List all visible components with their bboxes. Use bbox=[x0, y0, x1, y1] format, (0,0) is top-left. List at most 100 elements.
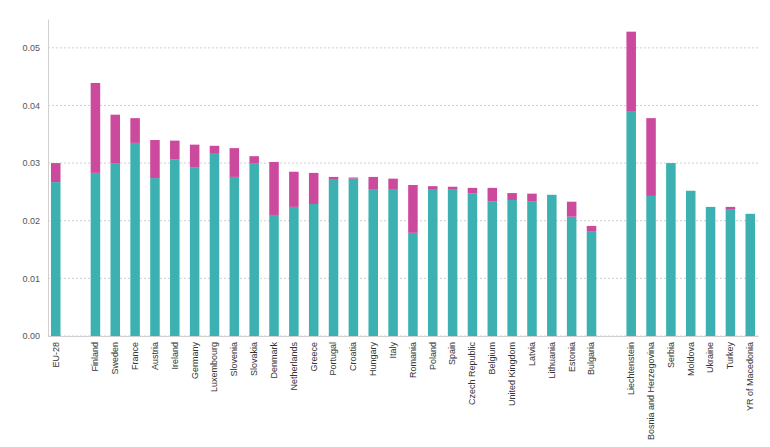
x-tick-label: YR of Macedonia bbox=[745, 342, 755, 411]
x-tick: Portugal bbox=[328, 336, 338, 376]
grid-line bbox=[48, 47, 758, 48]
x-tick-label: Slovakia bbox=[249, 342, 259, 376]
plot-area: 0.00 0.01 0.02 0.03 0.04 0.05 EU-28 Finland Swed… bbox=[22, 20, 758, 441]
y-axis: 0.00 0.01 0.02 0.03 0.04 0.05 bbox=[22, 20, 48, 342]
bar bbox=[686, 190, 696, 191]
x-tick: Turkey bbox=[725, 336, 735, 369]
bar bbox=[249, 156, 259, 163]
x-tick: Sweden bbox=[110, 336, 120, 375]
x-tick-label: Portugal bbox=[328, 342, 338, 376]
bar bbox=[150, 178, 160, 336]
x-axis-line bbox=[49, 336, 759, 337]
x-tick: Hungary bbox=[368, 336, 378, 376]
bar bbox=[468, 194, 478, 336]
x-tick: Serbia bbox=[666, 336, 676, 368]
bar bbox=[388, 179, 398, 189]
bar bbox=[289, 207, 299, 336]
x-tick: Austria bbox=[150, 336, 160, 370]
bar bbox=[190, 145, 200, 168]
bar bbox=[289, 172, 299, 207]
bar bbox=[686, 191, 696, 336]
bar bbox=[646, 118, 656, 196]
series bbox=[51, 32, 735, 233]
bar bbox=[488, 201, 498, 336]
x-tick: United Kingdom bbox=[507, 336, 517, 406]
x-tick-label: Romania bbox=[408, 342, 418, 378]
x-tick: Ukraine bbox=[705, 336, 715, 373]
y-tick-label: 0.03 bbox=[22, 158, 40, 168]
x-tick: Belgium bbox=[487, 336, 497, 375]
bar bbox=[507, 200, 517, 336]
bar bbox=[745, 214, 755, 336]
bar bbox=[626, 112, 636, 336]
y-tick: 0.02 bbox=[22, 216, 48, 226]
bar bbox=[150, 140, 160, 178]
x-tick: Poland bbox=[428, 336, 438, 370]
y-tick-label: 0.04 bbox=[22, 101, 40, 111]
bar bbox=[587, 226, 597, 231]
bar bbox=[706, 206, 716, 207]
x-tick-label: Moldova bbox=[686, 342, 696, 376]
bar bbox=[428, 189, 438, 336]
bar bbox=[368, 177, 378, 189]
bar bbox=[428, 186, 438, 189]
bar bbox=[646, 196, 656, 336]
x-tick: EU-28 bbox=[51, 336, 61, 368]
x-tick-label: Slovenia bbox=[229, 342, 239, 377]
bar bbox=[726, 207, 736, 210]
x-tick-label: Greece bbox=[309, 342, 319, 372]
x-tick-label: Czech Republic bbox=[467, 342, 477, 406]
x-tick: Germany bbox=[190, 336, 200, 379]
x-tick-label: Finland bbox=[90, 342, 100, 372]
x-tick: Bulgaria bbox=[586, 336, 596, 375]
x-tick: Finland bbox=[90, 336, 100, 372]
bar bbox=[567, 217, 577, 336]
bar bbox=[130, 143, 140, 336]
chart: 0.00 0.01 0.02 0.03 0.04 0.05 EU-28 Finland Swed… bbox=[0, 0, 770, 447]
x-tick: Greece bbox=[309, 336, 319, 372]
bar bbox=[626, 32, 636, 112]
bar bbox=[230, 148, 240, 177]
y-tick: 0.05 bbox=[22, 43, 48, 53]
x-tick: Ireland bbox=[170, 336, 180, 370]
bar bbox=[408, 185, 418, 233]
x-tick: Lithuania bbox=[547, 336, 557, 379]
bar bbox=[230, 177, 240, 336]
y-tick: 0.00 bbox=[22, 331, 48, 341]
bar bbox=[726, 210, 736, 336]
bar bbox=[388, 189, 398, 336]
bar bbox=[51, 163, 61, 182]
y-tick: 0.01 bbox=[22, 274, 48, 284]
x-tick-label: Ireland bbox=[170, 342, 180, 370]
bar bbox=[468, 188, 478, 194]
x-tick: Italy bbox=[388, 336, 398, 359]
bar bbox=[507, 193, 517, 200]
bar bbox=[190, 168, 200, 336]
bar bbox=[249, 163, 259, 336]
x-tick: Liechtenstein bbox=[626, 336, 636, 395]
x-tick: France bbox=[130, 336, 140, 370]
x-tick: Moldova bbox=[686, 336, 696, 376]
bars bbox=[51, 32, 755, 336]
x-tick-label: Austria bbox=[150, 342, 160, 370]
x-tick-label: Serbia bbox=[666, 342, 676, 368]
x-tick: Netherlands bbox=[289, 336, 299, 391]
x-tick-label: Turkey bbox=[725, 342, 735, 370]
y-axis-line bbox=[48, 20, 49, 337]
x-tick-label: France bbox=[130, 342, 140, 370]
bar bbox=[329, 177, 339, 180]
bar bbox=[91, 173, 101, 336]
x-tick-label: Estonia bbox=[567, 342, 577, 372]
bar bbox=[51, 182, 61, 336]
x-tick-label: Sweden bbox=[110, 342, 120, 375]
x-tick-label: EU-28 bbox=[51, 342, 61, 368]
x-tick: Bosnia and Herzegovina bbox=[646, 336, 656, 440]
x-tick-label: United Kingdom bbox=[507, 342, 517, 406]
x-tick-label: Belgium bbox=[487, 342, 497, 375]
x-tick-label: Denmark bbox=[269, 342, 279, 379]
x-tick-label: Poland bbox=[428, 342, 438, 370]
bar bbox=[170, 160, 180, 336]
x-tick: Denmark bbox=[269, 336, 279, 379]
x-tick: Luxembourg bbox=[209, 336, 219, 392]
bar bbox=[329, 180, 339, 336]
